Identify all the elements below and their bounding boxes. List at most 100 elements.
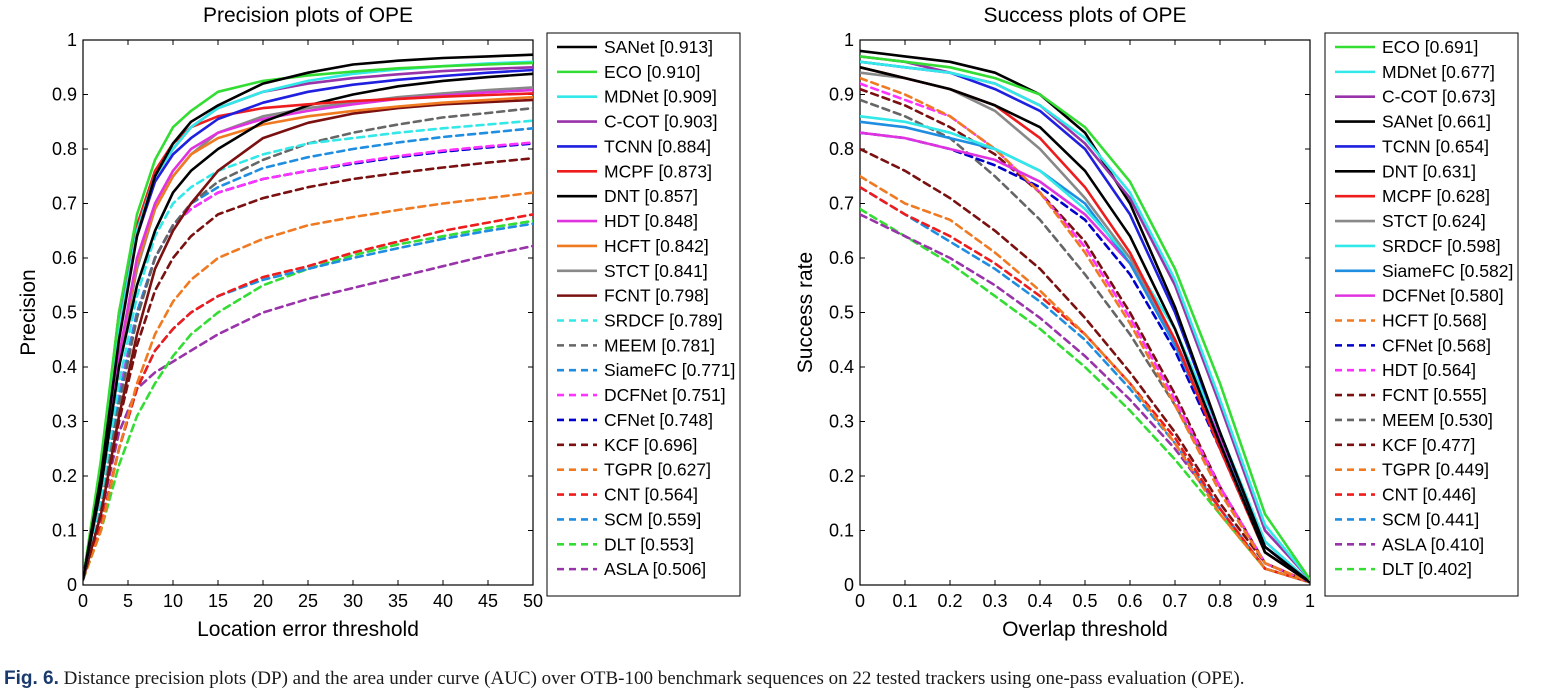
success-y-tick-label: 0.6 — [829, 248, 854, 268]
success-chart-title: Success plots of OPE — [983, 4, 1186, 27]
success-legend-label: CNT [0.446] — [1382, 485, 1476, 505]
precision-legend-label: CFNet [0.748] — [604, 410, 713, 430]
precision-series-line-asla — [83, 244, 533, 581]
success-x-tick-label: 0.3 — [982, 591, 1007, 611]
precision-series-line-dnt — [83, 72, 533, 581]
precision-y-axis-label: Precision — [17, 269, 40, 355]
precision-x-tick-label: 45 — [478, 591, 498, 611]
success-legend-label: STCT [0.624] — [1382, 211, 1486, 231]
precision-legend-label: TGPR [0.627] — [604, 460, 711, 480]
success-series-line-hdt — [860, 82, 1310, 584]
precision-y-tick-label: 0.5 — [52, 303, 77, 323]
success-x-axis-label: Overlap threshold — [1002, 618, 1168, 641]
precision-legend-label: ASLA [0.506] — [604, 559, 706, 579]
precision-y-tick-label: 0.2 — [52, 466, 77, 486]
success-legend-label: SANet [0.661] — [1382, 112, 1491, 132]
precision-legend-label: MDNet [0.909] — [604, 87, 717, 107]
success-legend-label: DLT [0.402] — [1382, 559, 1472, 579]
figure-caption: Fig. 6. Distance precision plots (DP) an… — [4, 668, 1549, 690]
precision-series-line-dlt — [83, 219, 533, 581]
success-x-tick-label: 0.4 — [1027, 591, 1052, 611]
success-legend-label: DNT [0.631] — [1382, 161, 1476, 181]
success-series-line-scm — [860, 185, 1310, 584]
precision-series-line-eco — [83, 61, 533, 581]
success-series-line-fcnt — [860, 87, 1310, 584]
success-legend-label: MEEM [0.530] — [1382, 410, 1493, 430]
success-y-tick-label: 0.4 — [829, 357, 854, 377]
precision-series-line-fcnt — [83, 98, 533, 581]
success-x-tick-label: 0.7 — [1162, 591, 1187, 611]
success-series-line-eco — [860, 55, 1310, 581]
success-x-tick-label: 0.1 — [892, 591, 917, 611]
success-y-tick-label: 0.1 — [829, 521, 854, 541]
precision-x-tick-label: 50 — [523, 591, 543, 611]
success-series-lines — [860, 49, 1310, 584]
success-legend-label: TGPR [0.449] — [1382, 460, 1489, 480]
precision-y-tick-label: 0 — [67, 575, 77, 595]
precision-legend-label: STCT [0.841] — [604, 261, 708, 281]
precision-series-line-sanet — [83, 53, 533, 581]
success-x-tick-label: 0.9 — [1252, 591, 1277, 611]
precision-x-tick-label: 0 — [78, 591, 88, 611]
success-legend-label: HDT [0.564] — [1382, 360, 1476, 380]
success-y-tick-label: 0.5 — [829, 303, 854, 323]
success-legend-label: ECO [0.691] — [1382, 37, 1478, 57]
success-series-line-sanet — [860, 49, 1310, 584]
precision-legend-label: MCPF [0.873] — [604, 161, 712, 181]
success-legend-label: SiameFC [0.582] — [1382, 261, 1513, 281]
precision-x-tick-label: 5 — [123, 591, 133, 611]
precision-x-tick-label: 30 — [343, 591, 363, 611]
precision-legend-label: DCFNet [0.751] — [604, 385, 726, 405]
success-legend-label: CFNet [0.568] — [1382, 335, 1491, 355]
success-legend-label: DCFNet [0.580] — [1382, 286, 1504, 306]
precision-series-line-tgpr — [83, 191, 533, 581]
precision-series-line-siamefc — [83, 127, 533, 581]
success-x-tick-label: 0.2 — [937, 591, 962, 611]
precision-x-tick-label: 40 — [433, 591, 453, 611]
precision-x-tick-label: 15 — [208, 591, 228, 611]
precision-legend-label: HCFT [0.842] — [604, 236, 709, 256]
precision-legend-label: DLT [0.553] — [604, 534, 694, 554]
success-series-line-hcft — [860, 76, 1310, 584]
success-series-line-mdnet — [860, 60, 1310, 581]
precision-chart-title: Precision plots of OPE — [203, 4, 413, 27]
precision-y-tick-label: 1 — [67, 30, 77, 50]
success-series-line-dnt — [860, 66, 1310, 584]
success-chart: Success plots of OPE 0 0.1 0.2 0.3 0.4 0.5 0.6 0… — [794, 4, 1519, 641]
success-y-tick-label: 0.3 — [829, 412, 854, 432]
precision-legend-label: SiameFC [0.771] — [604, 360, 735, 380]
precision-legend-label: SCM [0.559] — [604, 509, 701, 529]
precision-legend-label: KCF [0.696] — [604, 435, 697, 455]
success-y-axis-label: Success rate — [794, 252, 817, 373]
precision-legend-label: SRDCF [0.789] — [604, 311, 723, 331]
success-legend-label: TCNN [0.654] — [1382, 136, 1489, 156]
success-series-line-c-cot — [860, 55, 1310, 581]
success-legend-label: SCM [0.441] — [1382, 509, 1479, 529]
precision-x-axis-label: Location error threshold — [197, 618, 419, 641]
precision-series-lines — [83, 53, 533, 581]
precision-x-tick-label: 20 — [253, 591, 273, 611]
precision-legend-label: CNT [0.564] — [604, 485, 698, 505]
success-plot-area — [859, 39, 1311, 586]
precision-series-line-kcf — [83, 157, 533, 581]
precision-legend-label: MEEM [0.781] — [604, 335, 715, 355]
caption-label: Fig. 6. — [4, 668, 59, 689]
success-x-tick-label: 1 — [1305, 591, 1315, 611]
success-x-tick-label: 0.6 — [1117, 591, 1142, 611]
precision-legend-label: TCNN [0.884] — [604, 136, 711, 156]
success-y-tick-label: 1 — [844, 30, 854, 50]
success-x-tick-label: 0.8 — [1207, 591, 1232, 611]
success-y-tick-label: 0 — [844, 575, 854, 595]
precision-series-line-meem — [83, 106, 533, 581]
precision-x-tick-label: 25 — [298, 591, 318, 611]
precision-y-tick-label: 0.8 — [52, 139, 77, 159]
success-legend-label: MDNet [0.677] — [1382, 62, 1495, 82]
precision-y-tick-label: 0.7 — [52, 194, 77, 214]
precision-y-tick-label: 0.4 — [52, 357, 77, 377]
success-y-tick-label: 0.2 — [829, 466, 854, 486]
precision-legend-label: FCNT [0.798] — [604, 286, 709, 306]
success-series-line-tgpr — [860, 175, 1310, 584]
success-legend-label: KCF [0.477] — [1382, 435, 1475, 455]
